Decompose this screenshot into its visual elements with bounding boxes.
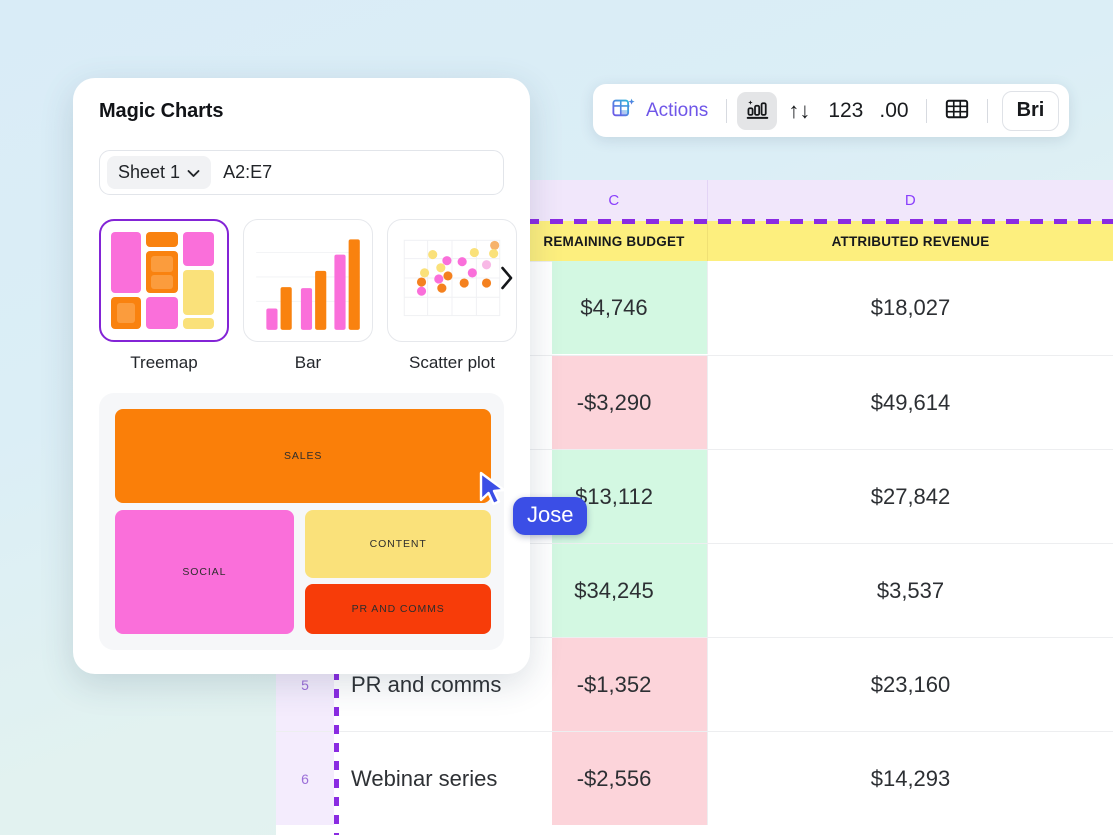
- selection-border-top: [334, 219, 1113, 224]
- treemap-tile[interactable]: PR AND COMMS: [305, 584, 492, 634]
- sort-button[interactable]: ↑↓: [779, 92, 819, 130]
- number-format-button[interactable]: 123: [821, 92, 870, 130]
- magic-table-icon: [611, 96, 637, 125]
- cell-attributed-revenue[interactable]: $27,842: [707, 450, 1113, 543]
- bri-button[interactable]: Bri: [1001, 90, 1060, 131]
- chart-preview: SALES SOCIAL CONTENT PR AND COMMS: [99, 393, 504, 650]
- chart-type-treemap-label: Treemap: [130, 353, 198, 372]
- chart-type-list: Treemap Bar: [99, 219, 517, 373]
- sheet-name-label: Sheet 1: [118, 162, 181, 182]
- cell-attributed-revenue[interactable]: $49,614: [707, 356, 1113, 449]
- field-header-attributed-revenue[interactable]: ATTRIBUTED REVENUE: [707, 221, 1113, 261]
- chart-type-scatter-label: Scatter plot: [409, 353, 495, 372]
- chart-type-scatter[interactable]: Scatter plot: [387, 219, 517, 373]
- range-input[interactable]: A2:E7: [223, 162, 273, 182]
- treemap-tile[interactable]: CONTENT: [305, 510, 492, 578]
- cell-attributed-revenue[interactable]: $14,293: [707, 732, 1113, 825]
- toolbar-divider-2: [925, 98, 927, 123]
- magic-chart-button[interactable]: [737, 91, 778, 130]
- treemap-tile[interactable]: SALES: [115, 409, 492, 504]
- panel-title: Magic Charts: [99, 100, 224, 122]
- cell-attributed-revenue[interactable]: $18,027: [707, 261, 1113, 354]
- cell-attributed-revenue[interactable]: $3,537: [707, 544, 1113, 637]
- bar-thumbnail: [243, 219, 373, 342]
- chart-type-next-button[interactable]: [494, 263, 520, 297]
- decimal-format-button[interactable]: .00: [872, 92, 915, 130]
- chart-type-bar-label: Bar: [294, 353, 322, 372]
- treemap-tile[interactable]: SOCIAL: [115, 510, 294, 634]
- sheet-select[interactable]: Sheet 1: [107, 156, 212, 189]
- row-number[interactable]: 6: [276, 732, 334, 825]
- column-header-d[interactable]: D: [707, 180, 1113, 221]
- collaborator-cursor-label: Jose: [513, 497, 588, 535]
- cell-attributed-revenue[interactable]: $23,160: [707, 638, 1113, 731]
- chart-type-treemap[interactable]: Treemap: [99, 219, 229, 373]
- field-header-remaining-budget[interactable]: REMAINING BUDGET: [520, 221, 707, 261]
- magic-charts-panel: Magic Charts Sheet 1 A2:E7: [73, 78, 530, 674]
- actions-label: Actions: [646, 99, 709, 121]
- table-grid-button[interactable]: [937, 92, 977, 130]
- toolbar-divider-1: [726, 98, 728, 123]
- sort-arrows-icon: ↑↓: [788, 97, 811, 123]
- column-header-c[interactable]: C: [520, 180, 707, 221]
- table-grid-icon: [944, 96, 970, 125]
- treemap-thumbnail: [99, 219, 229, 342]
- collaborator-cursor-icon: [478, 471, 508, 514]
- chevron-down-icon: [187, 162, 200, 183]
- range-selector-bar[interactable]: Sheet 1 A2:E7: [99, 150, 504, 195]
- magic-chart-icon: [745, 97, 770, 125]
- toolbar-divider-3: [986, 98, 988, 123]
- formatting-toolbar[interactable]: Actions ↑↓ 123 .00 Bri: [593, 84, 1070, 137]
- chart-type-bar[interactable]: Bar: [243, 219, 373, 373]
- actions-button[interactable]: Actions: [603, 91, 716, 130]
- chevron-right-icon: [499, 265, 515, 296]
- cell-campaign-name[interactable]: Webinar series: [334, 731, 552, 825]
- scatter-thumbnail: [387, 219, 517, 342]
